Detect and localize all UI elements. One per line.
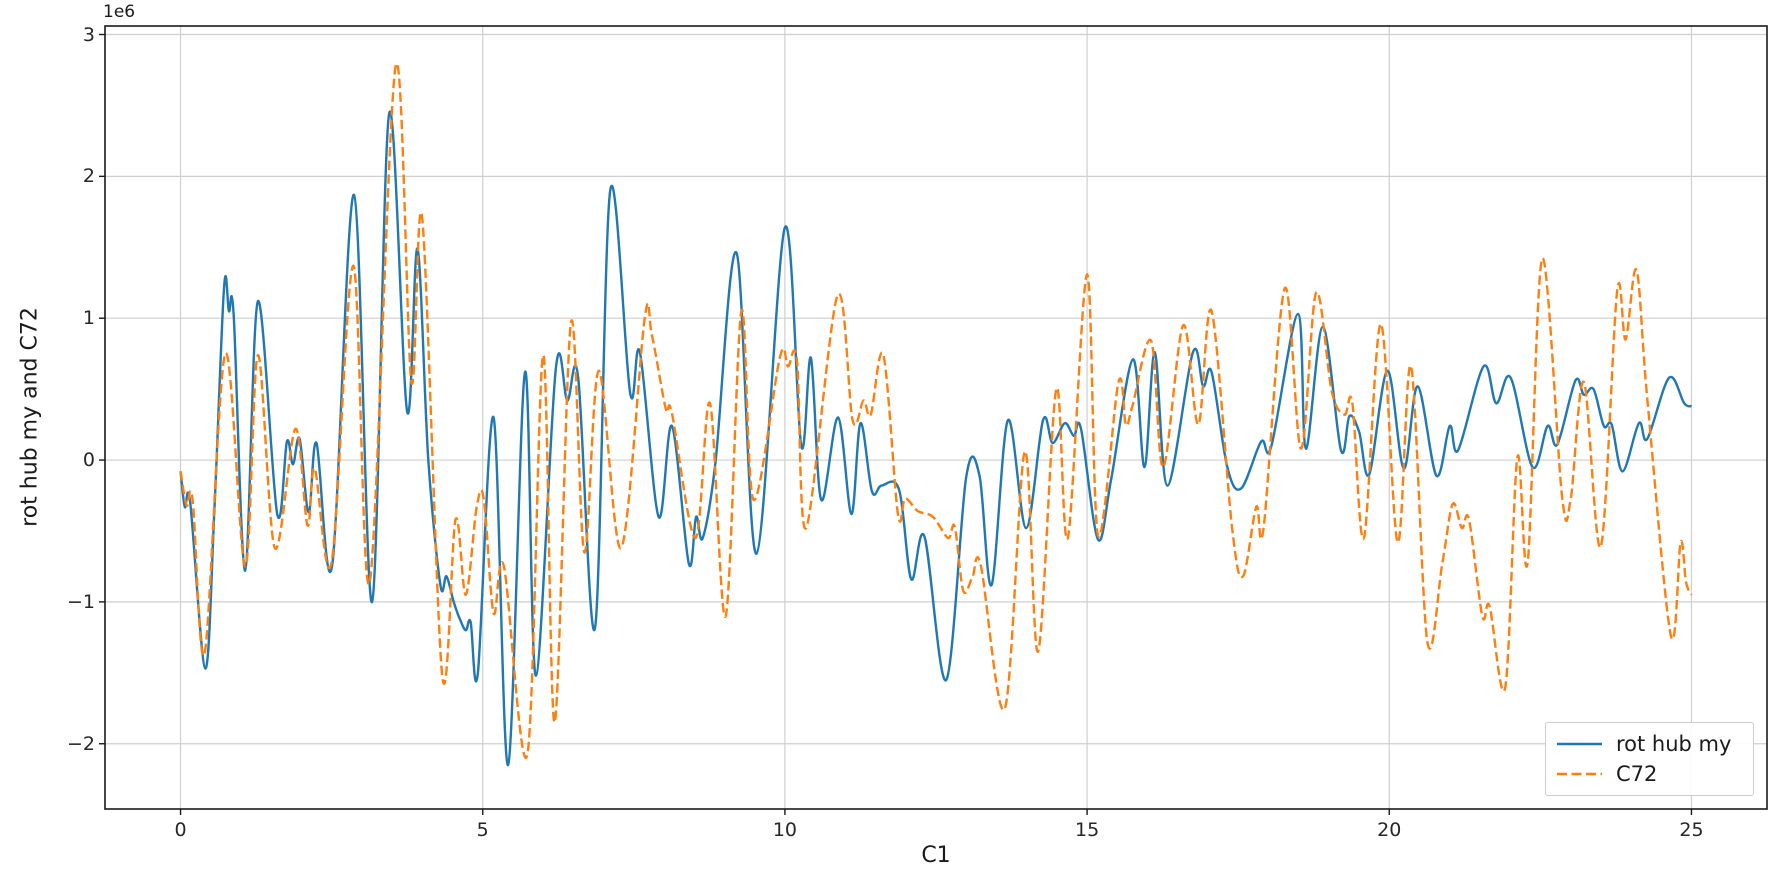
series-line-rot-hub-my: [179, 110, 1692, 767]
x-axis-label: C1: [921, 843, 951, 868]
legend-label: C72: [1616, 762, 1658, 787]
x-tick-label: 0: [174, 819, 187, 841]
x-tick-label: 5: [476, 819, 489, 841]
x-tick-label: 25: [1679, 819, 1704, 841]
axes-spines: [104, 25, 1768, 810]
y-axis-label: rot hub my and C72: [17, 307, 43, 527]
x-tick-label: 20: [1377, 819, 1402, 841]
x-tick-label: 10: [772, 819, 797, 841]
y-axis-offset-text: 1e6: [103, 2, 136, 22]
x-tick-label: 15: [1074, 819, 1100, 841]
legend-entry-rot-hub-my: rot hub my: [1556, 732, 1743, 756]
legend-line-solid-icon: [1557, 742, 1602, 745]
legend: rot hub my C72: [1545, 722, 1754, 796]
series-line-c72: [179, 62, 1693, 759]
y-tick-label: −2: [66, 732, 95, 755]
y-tick-label: 3: [82, 23, 95, 46]
y-tick-label: −1: [66, 590, 95, 613]
legend-line-dashed-icon: [1557, 773, 1602, 776]
y-tick-label: 1: [82, 307, 95, 330]
legend-label: rot hub my: [1616, 731, 1732, 756]
y-tick-label: 2: [82, 165, 95, 188]
legend-entry-c72: C72: [1556, 762, 1743, 786]
y-tick-label: 0: [82, 449, 95, 472]
